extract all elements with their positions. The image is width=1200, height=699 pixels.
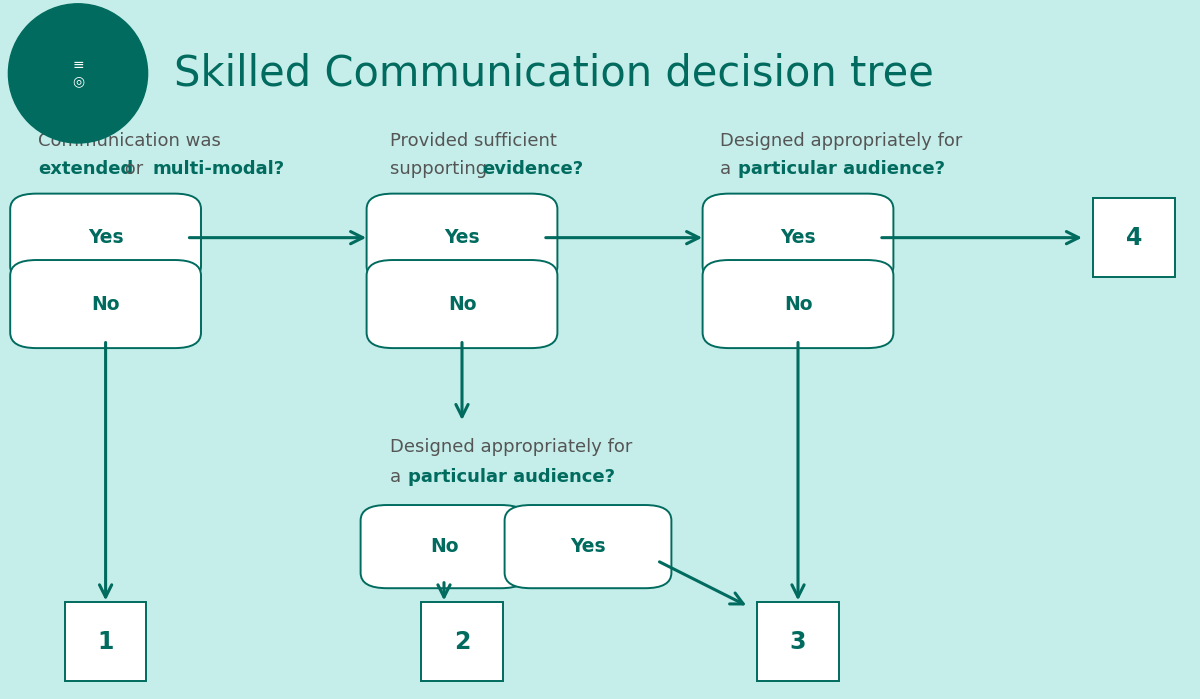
Text: No: No — [91, 294, 120, 314]
Text: extended: extended — [38, 160, 133, 178]
FancyBboxPatch shape — [504, 505, 672, 589]
Text: 1: 1 — [97, 630, 114, 654]
Text: evidence?: evidence? — [482, 160, 583, 178]
Text: multi-modal?: multi-modal? — [152, 160, 284, 178]
FancyBboxPatch shape — [10, 194, 200, 282]
Text: No: No — [448, 294, 476, 314]
Text: a: a — [720, 160, 737, 178]
Text: Skilled Communication decision tree: Skilled Communication decision tree — [174, 52, 934, 94]
Text: supporting: supporting — [390, 160, 493, 178]
Text: Yes: Yes — [570, 537, 606, 556]
FancyBboxPatch shape — [10, 260, 200, 348]
FancyBboxPatch shape — [367, 194, 557, 282]
Text: or: or — [119, 160, 149, 178]
FancyBboxPatch shape — [360, 505, 528, 589]
Text: No: No — [430, 537, 458, 556]
Text: ≡
◎: ≡ ◎ — [72, 58, 84, 89]
Text: 4: 4 — [1126, 226, 1142, 250]
Text: Yes: Yes — [780, 228, 816, 247]
Text: Designed appropriately for: Designed appropriately for — [720, 132, 962, 150]
FancyBboxPatch shape — [367, 260, 557, 348]
FancyBboxPatch shape — [703, 194, 894, 282]
Text: a: a — [390, 468, 407, 486]
Text: 2: 2 — [454, 630, 470, 654]
FancyBboxPatch shape — [757, 603, 839, 681]
Text: Yes: Yes — [88, 228, 124, 247]
Text: Yes: Yes — [444, 228, 480, 247]
FancyBboxPatch shape — [65, 603, 146, 681]
Text: particular audience?: particular audience? — [408, 468, 616, 486]
Ellipse shape — [8, 3, 148, 143]
Text: No: No — [784, 294, 812, 314]
Text: 3: 3 — [790, 630, 806, 654]
Text: Provided sufficient: Provided sufficient — [390, 132, 557, 150]
Text: particular audience?: particular audience? — [738, 160, 946, 178]
FancyBboxPatch shape — [1093, 199, 1175, 277]
Text: Communication was: Communication was — [38, 132, 221, 150]
FancyBboxPatch shape — [703, 260, 894, 348]
Text: Designed appropriately for: Designed appropriately for — [390, 438, 632, 456]
FancyBboxPatch shape — [421, 603, 503, 681]
